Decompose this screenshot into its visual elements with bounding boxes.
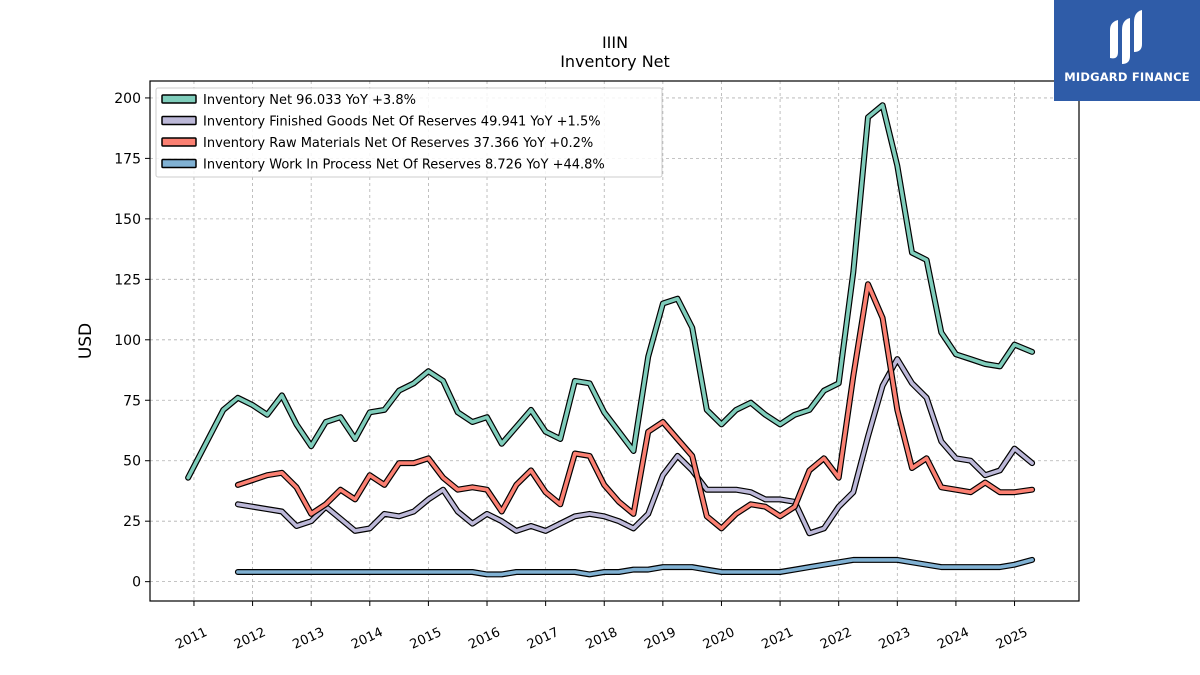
- x-tick-label: 2011: [173, 625, 209, 653]
- y-tick-label: 50: [123, 454, 141, 470]
- y-tick-label: 175: [114, 151, 141, 167]
- chart-subtitle: Inventory Net: [560, 52, 670, 71]
- legend-label: Inventory Net 96.033 YoY +3.8%: [203, 93, 416, 108]
- legend-swatch: [161, 115, 197, 126]
- midgard-logo-icon: [1110, 10, 1142, 64]
- x-tick-label: 2012: [232, 625, 268, 653]
- y-tick-label: 200: [114, 91, 141, 107]
- chart-title: IIIN: [602, 33, 628, 52]
- series-line: [186, 103, 1034, 480]
- series-line: [236, 282, 1034, 531]
- legend-swatch: [161, 158, 197, 169]
- x-tick-label: 2018: [584, 625, 620, 653]
- brand-logo: MIDGARD FINANCE: [1054, 0, 1200, 101]
- x-tick-label: 2016: [466, 625, 502, 653]
- legend: Inventory Net 96.033 YoY +3.8% Inventory …: [155, 87, 663, 178]
- x-tick-label: 2025: [994, 625, 1030, 653]
- legend-box: [155, 87, 663, 178]
- x-tick-label: 2022: [818, 625, 854, 653]
- y-tick-label: 0: [132, 575, 141, 591]
- x-tick-label: 2024: [935, 625, 971, 653]
- series-line: [236, 357, 1034, 536]
- x-tick-label: 2014: [349, 625, 385, 653]
- y-tick-label: 100: [114, 333, 141, 349]
- legend-label: Inventory Raw Materials Net Of Reserves …: [203, 136, 593, 151]
- y-tick-label: 150: [114, 212, 141, 228]
- x-tick-label: 2015: [408, 625, 444, 653]
- x-tick-label: 2019: [642, 625, 678, 653]
- x-tick-label: 2017: [525, 625, 561, 653]
- legend-label: Inventory Finished Goods Net Of Reserves…: [203, 115, 601, 130]
- x-tick-label: 2013: [291, 625, 327, 653]
- y-axis-label: USD: [76, 323, 96, 359]
- series-line: [236, 558, 1034, 577]
- x-tick-label: 2020: [701, 625, 737, 653]
- plot-frame: [149, 80, 1080, 602]
- series-outline: [234, 281, 1036, 532]
- x-tick-label: 2023: [877, 625, 913, 653]
- y-tick-label: 125: [114, 272, 141, 288]
- legend-swatch: [161, 137, 197, 147]
- legend-label: Inventory Work In Process Net Of Reserve…: [203, 158, 605, 173]
- brand-name: MIDGARD FINANCE: [1064, 70, 1190, 84]
- y-tick-label: 75: [123, 393, 141, 409]
- x-tick-label: 2021: [759, 625, 795, 653]
- series-lines: [185, 102, 1036, 578]
- y-tick-label: 25: [123, 514, 141, 530]
- legend-swatch: [161, 94, 197, 104]
